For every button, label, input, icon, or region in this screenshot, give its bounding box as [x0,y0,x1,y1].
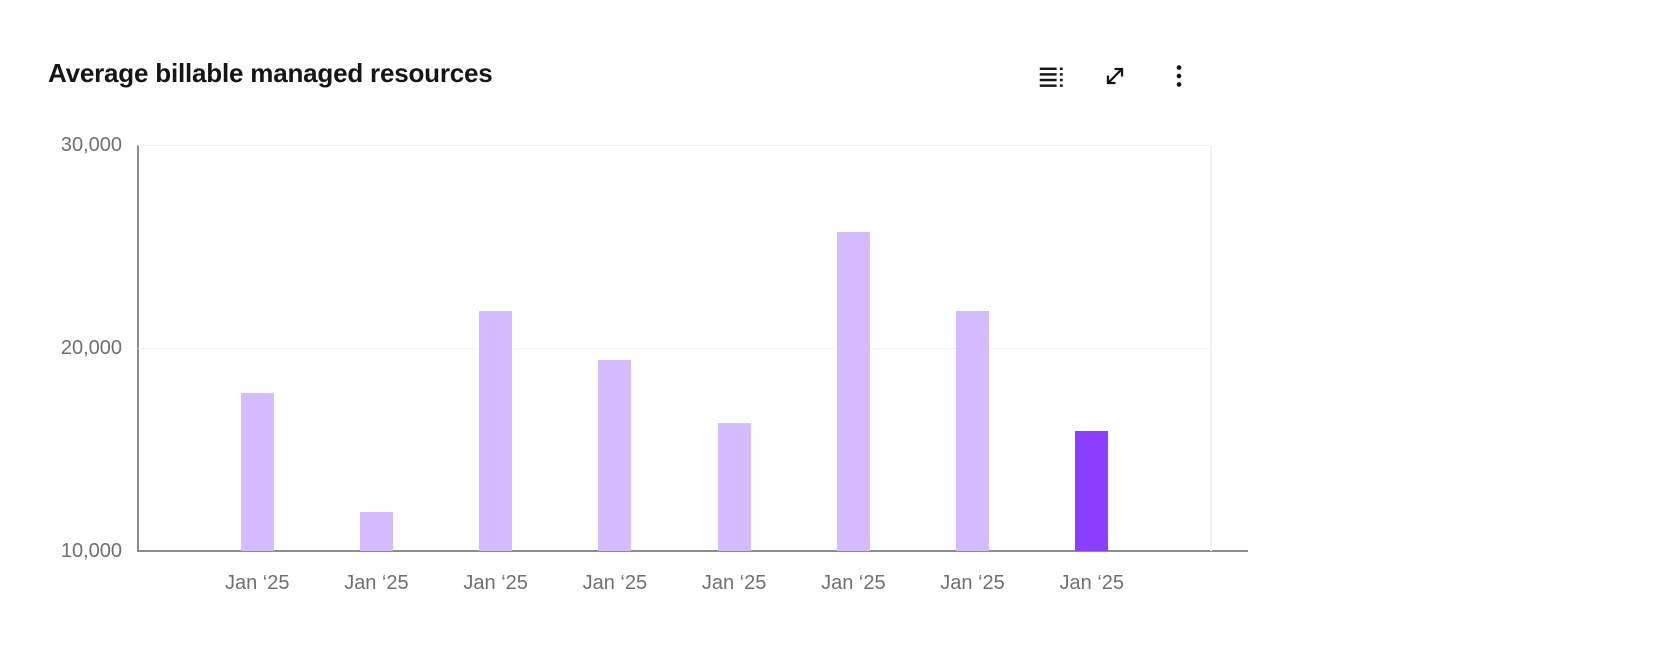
x-axis-tick-label: Jan ‘25 [940,572,1005,594]
bar[interactable] [240,392,274,551]
x-axis-tick-label: Jan ‘25 [463,572,528,594]
data-table-button[interactable] [1027,52,1075,100]
overflow-menu-button[interactable] [1155,52,1203,100]
data-table-icon [1036,61,1066,91]
x-axis-line [137,550,1248,552]
overflow-menu-icon [1164,61,1194,91]
y-axis-tick-label: 20,000 [60,337,122,359]
bar[interactable] [956,311,990,551]
x-axis-tick-label: Jan ‘25 [224,572,290,594]
y-gridline [138,144,1211,146]
y-axis-tick-label: 10,000 [60,540,122,562]
bar[interactable] [479,311,513,551]
chart-title: Average billable managed resources [48,58,493,88]
bar[interactable] [717,423,751,551]
maximize-icon [1100,61,1130,91]
x-axis-tick-label: Jan ‘25 [821,572,886,594]
bar[interactable] [359,512,393,551]
y-axis-tick-label: 30,000 [60,134,122,156]
x-axis-tick-label: Jan ‘25 [1059,572,1125,594]
y-axis-line [137,145,139,552]
y-gridline [138,347,1211,349]
x-axis-tick-label: Jan ‘25 [701,572,767,594]
maximize-button[interactable] [1091,52,1139,100]
chart-toolbar [1027,52,1203,100]
x-axis-tick-label: Jan ‘25 [344,572,409,594]
bar[interactable] [598,360,632,551]
bar[interactable] [836,232,870,551]
bar[interactable] [1075,431,1109,551]
x-axis-tick-label: Jan ‘25 [582,572,648,594]
